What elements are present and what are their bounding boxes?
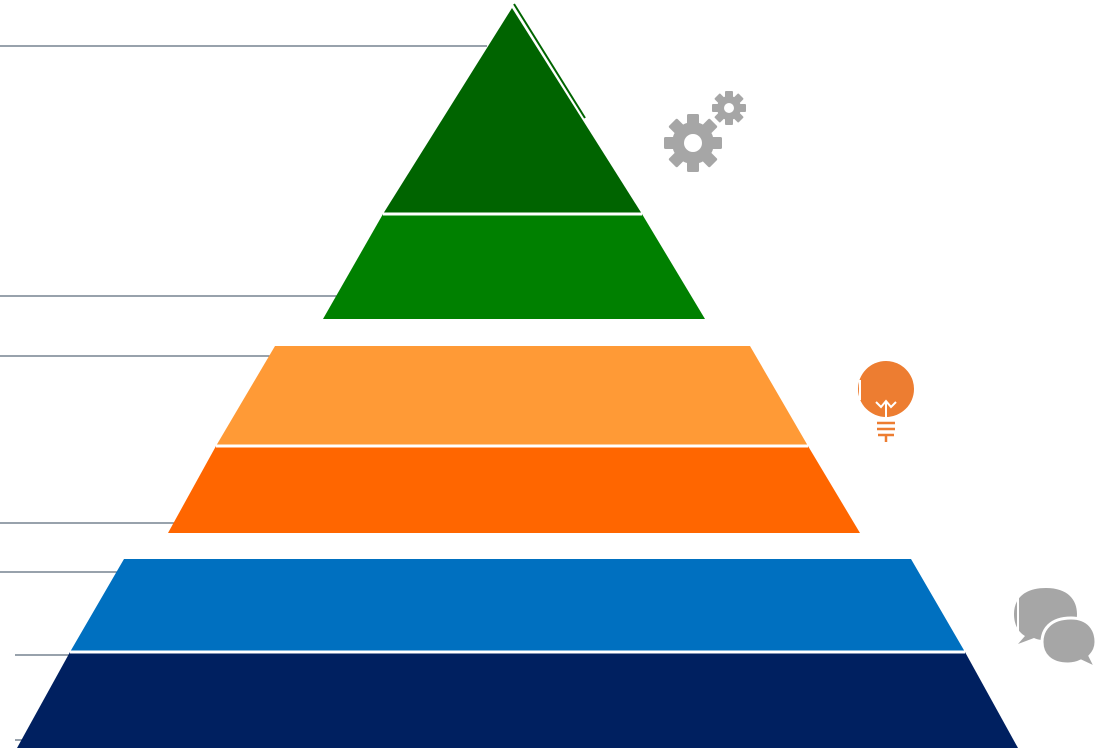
lightbulb-icon — [858, 361, 914, 442]
chat-bubbles-icon — [1014, 588, 1096, 670]
pyramid-apex-tier — [383, 8, 642, 214]
gears-icon — [664, 91, 746, 172]
pyramid-light-orange-tier — [216, 346, 808, 446]
small-gear-icon — [712, 91, 746, 125]
apex-edge-highlight — [513, 3, 586, 119]
pyramid-blue-tier — [70, 559, 965, 652]
pyramid-tiers — [17, 3, 1018, 748]
large-gear-icon — [664, 114, 722, 172]
pyramid-orange-tier — [168, 446, 860, 533]
chat-bubble-front — [1040, 616, 1096, 670]
pyramid-green-tier — [323, 214, 705, 319]
pyramid-navy-base-tier — [17, 652, 1018, 748]
